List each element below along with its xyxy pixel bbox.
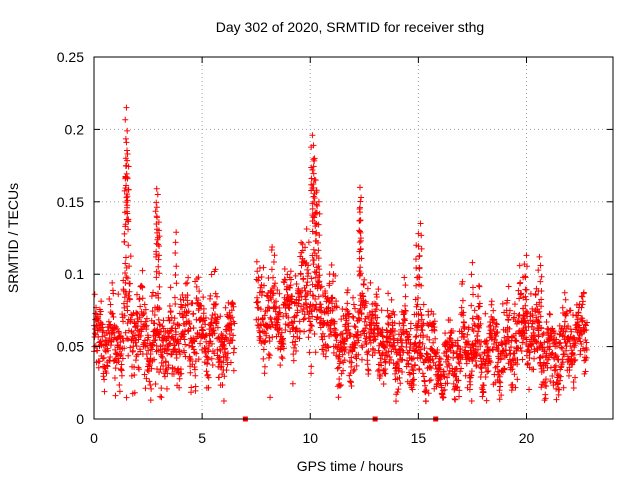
y-tick-label: 0.1 <box>65 266 85 282</box>
y-tick-label: 0.15 <box>57 194 84 210</box>
scatter-chart: 0 5 10 15 20 0 0.05 0.1 0.15 0.2 0.25 Day 302 of … <box>0 0 640 480</box>
chart-title: Day 302 of 2020, SRMTID for receiver sth… <box>216 19 484 35</box>
y-axis-label: SRMTID / TECUs <box>5 183 21 293</box>
x-tick-label: 20 <box>519 430 535 446</box>
y-tick-label: 0.2 <box>65 121 85 137</box>
chart-background <box>0 0 640 480</box>
x-tick-label: 15 <box>411 430 427 446</box>
y-tick-label: 0 <box>76 411 84 427</box>
y-tick-label: 0.05 <box>57 339 84 355</box>
x-axis-label: GPS time / hours <box>297 458 404 474</box>
x-tick-label: 10 <box>302 430 318 446</box>
y-tick-label: 0.25 <box>57 49 84 65</box>
x-tick-label: 5 <box>198 430 206 446</box>
x-tick-label: 0 <box>90 430 98 446</box>
